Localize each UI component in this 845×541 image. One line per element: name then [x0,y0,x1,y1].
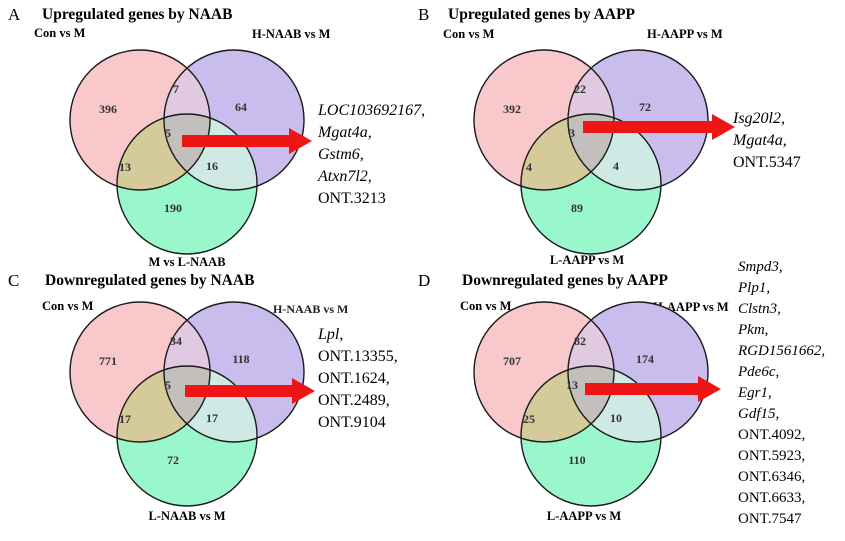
red-arrow-d [585,376,721,402]
panel-b-title: Upregulated genes by AAPP [448,6,636,23]
count-right-only: 174 [636,352,654,366]
gene-item: Gdf15, [738,406,780,422]
count-right-bottom: 17 [206,411,218,425]
gene-item: LOC103692167, [318,102,426,119]
panel-b-bottom-set-label: L-AAPP vs M [549,253,625,267]
arrow-head-icon [712,114,735,140]
panel-d-title: Downregulated genes by AAPP [462,272,668,289]
panel-c-title: Downregulated genes by NAAB [45,272,255,289]
count-bottom-only: 110 [568,453,585,467]
gene-item: Smpd3, [738,259,783,275]
gene-item: ONT.6633, [738,490,806,506]
arrow-shaft [185,385,292,397]
count-bottom-only: 190 [164,201,182,215]
count-left-bottom: 13 [119,160,131,174]
panel-a-title: Upregulated genes by NAAB [42,6,233,23]
gene-item: Pde6c, [738,364,780,380]
gene-item: Atxn7l2, [318,168,372,185]
venn-diagram-d: 707 82 174 13 25 10 110 [473,301,709,507]
arrow-head-icon [289,128,312,154]
count-left-right: 34 [170,334,182,348]
panel-a-gene-list: LOC103692167, Mgat4a, Gstm6, Atxn7l2, ON… [318,100,425,210]
gene-item: Pkm, [738,322,769,338]
panel-b-left-set-label: Con vs M [443,27,495,41]
gene-item: Mgat4a, [318,124,372,141]
gene-item: ONT.7547 [738,511,802,527]
venn-diagram-a: 396 7 64 5 13 16 190 [69,49,305,255]
gene-item: ONT.1624, [318,370,390,387]
gene-item: Isg20l2, [733,110,785,127]
count-left-right: 22 [574,82,586,96]
gene-item: Plp1, [738,280,771,296]
panel-d-letter: D [418,271,431,290]
gene-item: ONT.6346, [738,469,806,485]
arrow-shaft [585,383,698,395]
count-bottom-only: 89 [571,201,583,215]
count-right-only: 72 [639,100,651,114]
count-left-bottom: 25 [523,412,535,426]
count-right-bottom: 16 [206,159,218,173]
panel-b-gene-list: Isg20l2, Mgat4a, ONT.5347 [733,108,801,174]
count-left-only: 771 [99,354,117,368]
panel-d-left-set-label: Con vs M [460,299,512,313]
count-center: 13 [566,378,578,392]
panel-d-gene-list: Smpd3, Plp1, Clstn3, Pkm, RGD1561662, Pd… [738,257,825,530]
count-center: 3 [569,126,575,140]
panel-b-letter: B [418,5,430,24]
gene-item: ONT.9104 [318,414,386,431]
panel-c-letter: C [8,271,20,290]
arrow-shaft [583,121,712,133]
panel-c-right-set-label: H-NAAB vs M [273,302,349,316]
count-center: 5 [165,126,171,140]
gene-item: ONT.5923, [738,448,806,464]
gene-item: Clstn3, [738,301,781,317]
panel-c-bottom-set-label: L-NAAB vs M [148,509,226,523]
count-left-only: 392 [503,102,521,116]
gene-item: ONT.4092, [738,427,806,443]
panel-d-bottom-set-label: L-AAPP vs M [546,509,622,523]
venn-diagram-b: 392 22 72 3 4 4 89 [473,49,709,255]
count-right-bottom: 10 [610,411,622,425]
panel-c-gene-list: Lpl, ONT.13355, ONT.1624, ONT.2489, ONT.… [318,324,398,434]
gene-item: Gstm6, [318,146,364,163]
count-left-bottom: 4 [526,160,532,174]
panel-b-right-set-label: H-AAPP vs M [647,27,723,41]
count-left-bottom: 17 [119,412,131,426]
gene-item: ONT.13355, [318,348,398,365]
arrow-head-icon [292,378,315,404]
gene-item: Egr1, [738,385,772,401]
gene-item: ONT.5347 [733,154,801,171]
panel-a-left-set-label: Con vs M [34,26,86,40]
count-left-right: 82 [574,334,586,348]
arrow-shaft [182,135,289,147]
count-right-bottom: 4 [613,159,619,173]
venn-diagram-c: 771 34 118 5 17 17 72 [69,301,305,507]
count-right-only: 118 [232,352,249,366]
count-right-only: 64 [235,100,247,114]
count-left-right: 7 [173,82,179,96]
panel-a-letter: A [8,5,21,24]
gene-item: ONT.2489, [318,392,390,409]
red-arrow-c [185,378,315,404]
gene-item: ONT.3213 [318,190,386,207]
panel-a-right-set-label: H-NAAB vs M [252,27,331,41]
gene-item: Lpl, [318,326,344,343]
red-arrow-b [583,114,735,140]
count-left-only: 396 [99,102,117,116]
red-arrow-a [182,128,312,154]
arrow-head-icon [698,376,721,402]
panel-a-bottom-set-label: M vs L-NAAB [148,255,226,269]
count-bottom-only: 72 [167,453,179,467]
count-left-only: 707 [503,354,521,368]
count-center: 5 [165,378,171,392]
gene-item: RGD1561662, [738,343,826,359]
panel-c-left-set-label: Con vs M [42,299,94,313]
gene-item: Mgat4a, [733,132,787,149]
